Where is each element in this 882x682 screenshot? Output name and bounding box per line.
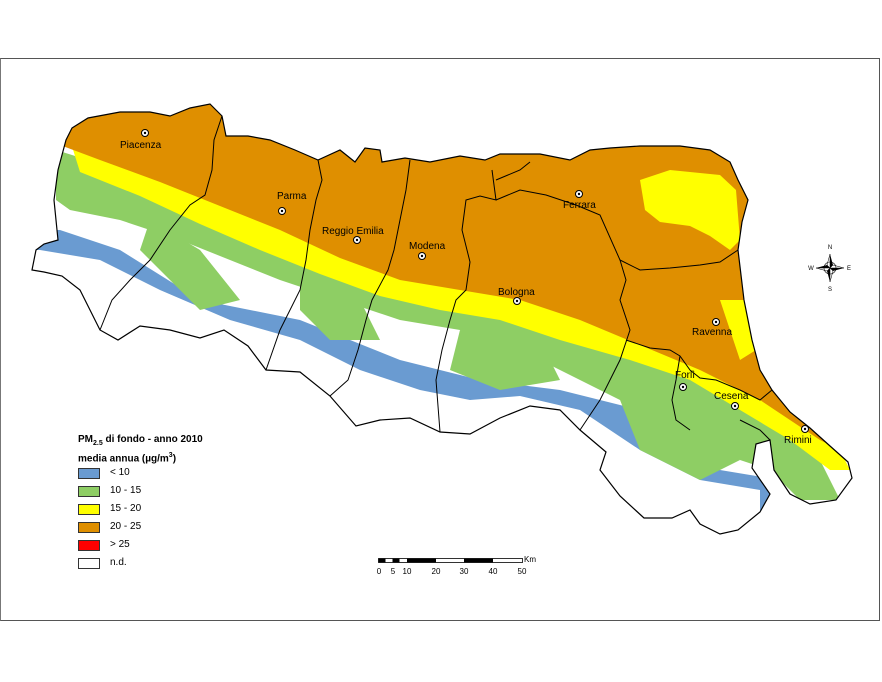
compass-s: S [828,287,832,292]
province-boundaries [99,115,773,441]
city-ferrara-marker [575,190,583,198]
scale-tick: 50 [517,567,527,576]
legend-title: PM2.5 di fondo - anno 2010 media annua (… [78,434,203,465]
scale-tick: 20 [431,567,441,576]
scale-tick: 10 [402,567,412,576]
legend-swatch [78,486,100,497]
compass-e: E [847,266,851,272]
city-rimini-marker [801,425,809,433]
legend-item-gt25: > 25 [78,539,258,554]
scale-tick: 5 [390,567,396,576]
compass-n: N [828,245,832,251]
city-label-ferrara: Ferrara [563,200,596,211]
city-bologna-marker [513,297,521,305]
scale-unit: Km [524,555,536,564]
compass-w: W [808,266,814,272]
legend-item-15-20: 15 - 20 [78,503,258,518]
city-modena-marker [418,252,426,260]
legend-swatch [78,558,100,569]
city-label-piacenza: Piacenza [120,140,162,151]
city-label-forli: Forlì [675,370,695,381]
city-label-rimini: Rimini [784,435,812,446]
legend-item-lt10: < 10 [78,467,258,482]
legend-item-20-25: 20 - 25 [78,521,258,536]
city-markers [141,129,809,433]
map-frame [0,58,880,621]
city-cesena-marker [731,402,739,410]
legend-swatch [78,540,100,551]
legend-swatch [78,504,100,515]
city-piacenza-marker [141,129,149,137]
city-forli-marker [679,383,687,391]
scale-tick: 30 [459,567,469,576]
city-label-reggio-emilia: Reggio Emilia [322,226,384,237]
city-label-cesena: Cesena [714,391,749,402]
city-label-modena: Modena [409,241,446,252]
city-reggio-emilia-marker [353,236,361,244]
city-ravenna-marker [712,318,720,326]
city-label-ravenna: Ravenna [692,327,732,338]
city-label-parma: Parma [277,191,307,202]
map-legend: PM2.5 di fondo - anno 2010 media annua (… [78,434,268,569]
compass-rose-icon: N S E W [808,245,851,292]
legend-swatch [78,522,100,533]
region-boundary [31,103,853,535]
legend-swatch [78,468,100,479]
scale-tick: 0 [376,567,382,576]
city-parma-marker [278,207,286,215]
scale-tick: 40 [488,567,498,576]
legend-item-10-15: 10 - 15 [78,485,258,500]
city-label-bologna: Bologna [498,287,535,298]
legend-item-nd: n.d. [78,557,258,572]
